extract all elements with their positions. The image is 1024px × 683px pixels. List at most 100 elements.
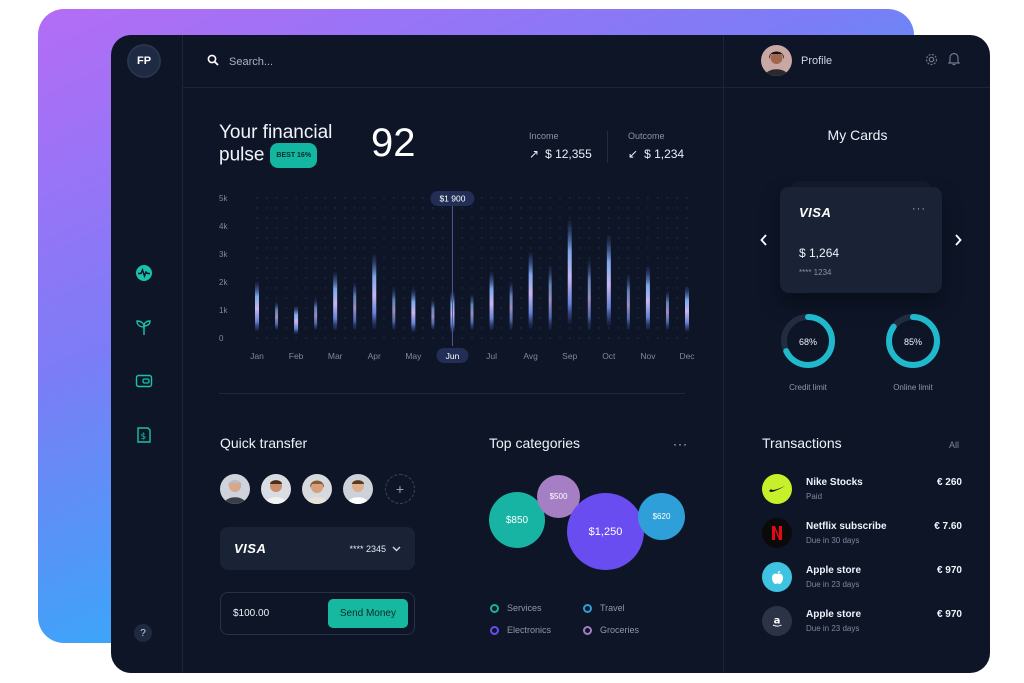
bell-icon[interactable]: [947, 52, 961, 71]
svg-text:$: $: [141, 432, 147, 442]
grid-dot: [305, 287, 307, 289]
grid-dot: [569, 197, 571, 199]
grid-dot: [598, 267, 600, 269]
grid-dot: [402, 297, 405, 299]
transaction-row[interactable]: a Apple store Due in 23 days € 970: [762, 606, 962, 640]
grid-dot: [569, 207, 571, 209]
chart-bar-minor: [587, 259, 591, 330]
pulse-icon[interactable]: [133, 262, 155, 284]
dashboard-window: FP $ ? Your: [111, 35, 990, 673]
grid-dot: [363, 277, 366, 279]
help-button[interactable]: ?: [134, 624, 152, 642]
amount-field[interactable]: $100.00 Send Money: [220, 592, 415, 635]
chart-bar-minor: [392, 287, 396, 330]
transaction-row[interactable]: Netflix subscribe Due in 30 days € 7.60: [762, 518, 962, 552]
grid-dot: [295, 267, 297, 269]
grid-dot: [539, 257, 542, 259]
contact-avatar[interactable]: [261, 474, 291, 504]
grid-dot: [666, 277, 669, 279]
credit-card[interactable]: VISA ··· $ 1,264 **** 1234: [780, 187, 942, 293]
grid-dot: [617, 277, 620, 279]
legend-label: Electronics: [507, 625, 552, 635]
grid-dot: [490, 227, 493, 229]
grid-dot: [549, 237, 551, 239]
highlight-value: $1 900: [439, 194, 465, 204]
category-bubble-services[interactable]: $850: [489, 492, 545, 548]
app-logo[interactable]: FP: [129, 46, 159, 76]
grid-dot: [500, 307, 502, 309]
invoice-icon[interactable]: $: [133, 424, 155, 446]
grid-dot: [588, 237, 590, 239]
grid-dot: [432, 297, 434, 299]
gauge-arc: [886, 314, 940, 368]
grid-dot: [686, 207, 688, 209]
grid-dot: [266, 227, 268, 229]
category-bubble-travel[interactable]: $620: [638, 493, 685, 540]
chevron-right-icon[interactable]: [954, 233, 962, 249]
more-options-icon[interactable]: ···: [673, 437, 688, 451]
grid-dot: [578, 247, 581, 249]
grid-dot: [275, 227, 278, 229]
gear-icon[interactable]: [925, 53, 938, 71]
chevron-left-icon[interactable]: [760, 233, 768, 249]
category-bubble-electronics[interactable]: $1,250: [567, 493, 644, 570]
grid-dot: [305, 307, 307, 309]
y-tick-label: 1k: [219, 306, 228, 315]
profile-label[interactable]: Profile: [801, 55, 833, 67]
grid-dot: [295, 297, 297, 299]
grid-dot: [539, 217, 542, 219]
grid-dot: [393, 337, 395, 339]
contact-avatar[interactable]: [220, 474, 250, 504]
amount-value[interactable]: $100.00: [233, 608, 270, 619]
grid-dot: [432, 207, 434, 209]
card-select[interactable]: VISA **** 2345: [220, 527, 415, 570]
transaction-row[interactable]: Apple store Due in 23 days € 970: [762, 562, 962, 596]
grid-dot: [471, 237, 473, 239]
grid-dot: [617, 297, 620, 299]
transaction-row[interactable]: Nike Stocks Paid € 260: [762, 474, 962, 508]
grid-dot: [334, 257, 336, 259]
send-money-button[interactable]: Send Money: [327, 599, 408, 628]
grid-dot: [285, 267, 287, 269]
grid-dot: [559, 327, 561, 329]
arrow-up-right-icon: ↗: [529, 147, 540, 161]
contact-avatar[interactable]: [343, 474, 373, 504]
grid-dot: [295, 197, 297, 199]
grid-dot: [539, 197, 542, 199]
grid-dot: [471, 207, 473, 209]
grid-dot: [617, 327, 620, 329]
grid-dot: [363, 327, 366, 329]
grid-dot: [373, 197, 375, 199]
grid-dot: [500, 337, 502, 339]
card-more-icon[interactable]: ···: [912, 203, 926, 215]
chart-bar: [567, 219, 572, 325]
add-contact-button[interactable]: +: [385, 474, 415, 504]
sprout-icon[interactable]: [133, 316, 155, 338]
grid-dot: [295, 287, 297, 289]
wallet-icon[interactable]: [133, 370, 155, 392]
grid-dot: [657, 317, 659, 319]
grid-dot: [412, 267, 415, 269]
view-all-link[interactable]: All: [949, 440, 960, 450]
grid-dot: [285, 317, 287, 319]
grid-dot: [500, 227, 502, 229]
grid-dot: [686, 337, 688, 339]
x-tick-label: Apr: [368, 351, 381, 361]
grid-dot: [637, 217, 639, 219]
grid-dot: [305, 297, 307, 299]
grid-dot: [549, 337, 551, 339]
grid-dot: [617, 207, 620, 209]
grid-dot: [334, 227, 336, 229]
grid-dot: [363, 307, 366, 309]
grid-dot: [657, 277, 659, 279]
grid-dot: [666, 217, 669, 219]
search-input[interactable]: [229, 56, 429, 68]
grid-dot: [520, 257, 522, 259]
profile-avatar[interactable]: [761, 45, 792, 76]
grid-dot: [461, 227, 463, 229]
grid-dot: [334, 267, 336, 269]
grid-dot: [393, 197, 395, 199]
grid-dot: [676, 287, 678, 289]
contact-avatar[interactable]: [302, 474, 332, 504]
income-value: ↗ $ 12,355: [529, 147, 592, 161]
